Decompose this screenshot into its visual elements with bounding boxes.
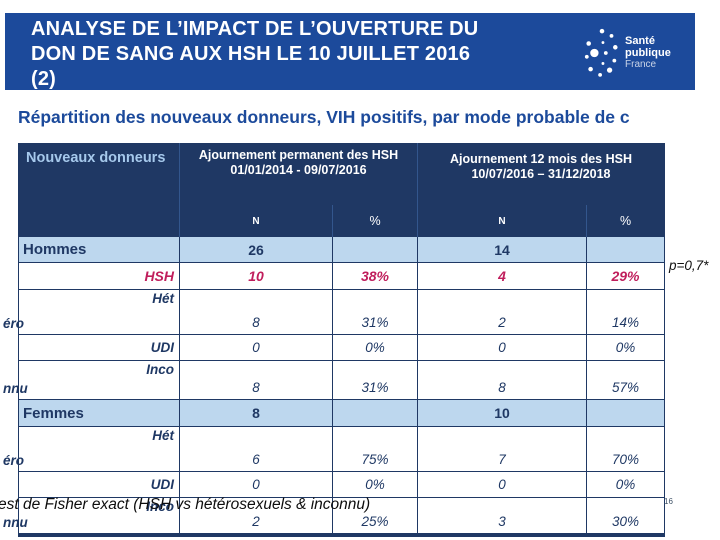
corner-label: Nouveaux donneurs <box>26 150 166 166</box>
row-inconnu-femmes: Inco nnu 2 25% 3 30% <box>3 498 664 533</box>
table-header: Nouveaux donneurs Ajournement permanent … <box>19 143 664 237</box>
col-group-ajournement-12-mois: Ajournement 12 mois des HSH 10/07/2016 –… <box>418 143 664 205</box>
cell-n2: 3 <box>418 498 587 533</box>
slide-title: ANALYSE DE L’IMPACT DE L’OUVERTURE DU DO… <box>31 17 591 90</box>
col-group-period: 01/01/2014 - 09/07/2016 <box>230 163 367 177</box>
row-label-overflow: éro <box>3 453 25 468</box>
cell-pct1: 0% <box>333 472 418 497</box>
table-body: Hommes 26 14 HSH 10 38% 4 29% Hét éro 8 … <box>3 237 664 533</box>
slide-title-line3: (2) <box>31 68 57 90</box>
cell-pct1: 75% <box>333 427 418 471</box>
row-inconnu-hommes: Inco nnu 8 31% 8 57% <box>3 361 664 400</box>
cell-n2: 8 <box>418 361 587 399</box>
col-group-ajournement-permanent: Ajournement permanent des HSH 01/01/2014… <box>180 143 418 205</box>
title-band: ANALYSE DE L’IMPACT DE L’OUVERTURE DU DO… <box>5 13 695 90</box>
cell-pct2: 14% <box>611 315 640 330</box>
cell-n1: 0 <box>180 472 333 497</box>
cell-n1: 10 <box>180 263 333 289</box>
row-label: HSH <box>144 268 174 284</box>
row-label: Inco <box>146 499 174 514</box>
cell-pct1: 38% <box>333 263 418 289</box>
row-label: Hommes <box>23 241 87 258</box>
table-corner-cell: Nouveaux donneurs <box>19 143 180 205</box>
cell-n1: 8 <box>180 400 333 426</box>
donors-table: Nouveaux donneurs Ajournement permanent … <box>3 143 665 537</box>
row-label: Hét <box>152 428 174 443</box>
cell-pct2: 0% <box>615 340 636 355</box>
cell-n1: 6 <box>180 427 333 471</box>
cell-n2: 0 <box>418 335 587 360</box>
cell-pct1 <box>333 400 418 426</box>
col-group-period: 10/07/2016 – 31/12/2018 <box>471 167 611 181</box>
cell-n1: 8 <box>180 290 333 334</box>
row-udi-hommes: UDI 0 0% 0 0% <box>19 335 664 361</box>
fisher-test-footnote: est de Fisher exact (HSH vs hétérosexuel… <box>0 496 371 513</box>
cell-pct1: 31% <box>333 361 418 399</box>
cell-n2: 0 <box>418 472 587 497</box>
cell-n2: 2 <box>418 290 587 334</box>
subheader-n2: N <box>418 205 587 237</box>
col-group-title: Ajournement permanent des HSH <box>198 148 399 162</box>
logo-line1: Santé <box>625 35 655 47</box>
slide-title-line2: DON DE SANG AUX HSH LE 10 JUILLET 2016 <box>31 43 471 65</box>
logo-line3: France <box>625 59 657 70</box>
row-hommes: Hommes 26 14 <box>19 237 664 263</box>
cell-pct2 <box>587 400 664 426</box>
cell-pct1: 25% <box>333 498 418 533</box>
row-label: Femmes <box>23 404 84 422</box>
subheader-empty <box>19 205 180 237</box>
sante-publique-france-logo: Santé publique France <box>583 23 683 83</box>
cell-pct1: 31% <box>333 290 418 334</box>
row-label-overflow: nnu <box>3 381 28 396</box>
row-udi-femmes: UDI 0 0% 0 0% <box>19 472 664 498</box>
row-label: UDI <box>150 340 174 355</box>
cell-pct2: 30% <box>611 514 640 529</box>
cell-n1: 2 <box>180 498 333 533</box>
cell-pct2: 57% <box>611 380 640 395</box>
subheader-pct2: % <box>619 214 632 228</box>
table-subheader-row: N % N % <box>19 205 664 237</box>
row-hetero-femmes: Hét éro 6 75% 7 70% <box>3 427 664 472</box>
p-value-annotation: p=0,7* <box>669 258 709 273</box>
cell-n1: 26 <box>180 237 333 262</box>
row-femmes: Femmes 8 10 <box>19 400 664 427</box>
logo-dots-icon <box>584 28 618 77</box>
logo-wordmark: Santé publique France <box>625 35 671 71</box>
col-group-title: Ajournement 12 mois des HSH <box>450 152 632 166</box>
cell-n1: 0 <box>180 335 333 360</box>
slide-title-line1: ANALYSE DE L’IMPACT DE L’OUVERTURE DU <box>31 18 479 40</box>
cell-n2: 14 <box>418 237 587 262</box>
cell-n1: 8 <box>180 361 333 399</box>
row-label: Inco <box>146 362 174 377</box>
row-label: UDI <box>150 477 174 492</box>
subheader-pct1: % <box>333 205 418 237</box>
cell-pct2 <box>587 237 664 262</box>
cell-n2: 7 <box>418 427 587 471</box>
cell-n2: 10 <box>418 400 587 426</box>
cell-pct2: 29% <box>611 268 640 284</box>
slide-subtitle: Répartition des nouveaux donneurs, VIH p… <box>18 107 630 127</box>
row-hetero-hommes: Hét éro 8 31% 2 14% <box>3 290 664 335</box>
cell-pct2: 0% <box>615 477 636 492</box>
cell-pct2: 70% <box>611 452 640 467</box>
row-hsh: HSH 10 38% 4 29% <box>19 263 664 290</box>
row-label: Hét <box>152 291 174 306</box>
cell-pct1: 0% <box>333 335 418 360</box>
logo-line2: publique <box>625 47 671 59</box>
cell-pct1 <box>333 237 418 262</box>
row-label-overflow: éro <box>3 316 25 331</box>
cell-n2: 4 <box>418 263 587 289</box>
subheader-n1: N <box>180 205 333 237</box>
page-number: 16 <box>664 497 673 506</box>
row-label-overflow: nnu <box>3 515 28 530</box>
